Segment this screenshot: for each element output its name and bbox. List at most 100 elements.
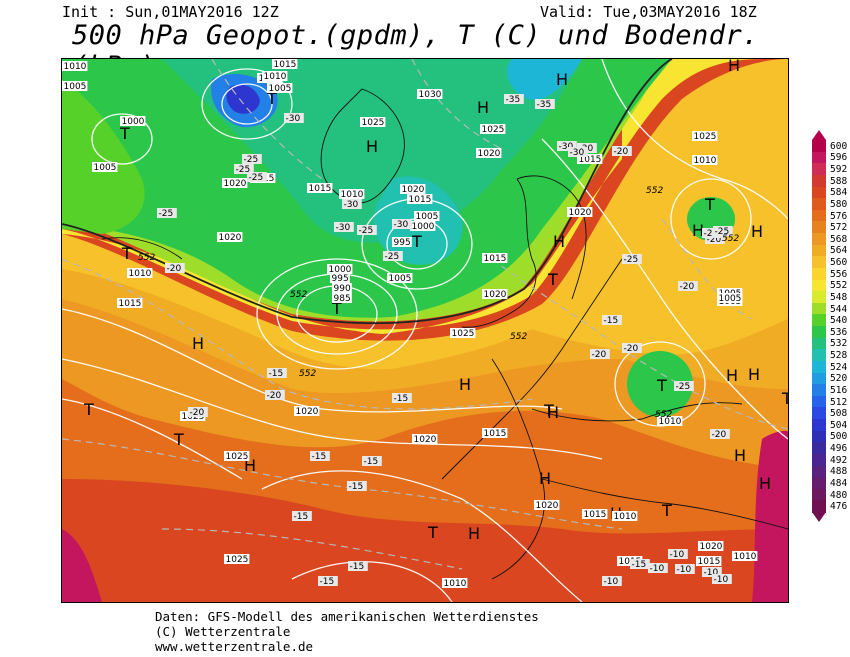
isobar-label: 1010 xyxy=(657,416,683,427)
svg-text:1025: 1025 xyxy=(226,555,249,565)
svg-text:-15: -15 xyxy=(312,452,327,462)
isotherm-label: -25 xyxy=(622,254,642,265)
svg-text:-25: -25 xyxy=(236,165,251,175)
isobar-label: 1020 xyxy=(567,207,593,218)
colorbar-segment xyxy=(812,407,826,420)
svg-text:1020: 1020 xyxy=(414,435,437,445)
isotherm-label: -10 xyxy=(602,576,622,587)
isotherm-label: -25 xyxy=(247,172,267,183)
colorbar-segment xyxy=(812,291,826,304)
colorbar-level-label: 584 xyxy=(830,187,848,199)
isobar-label: 1005 xyxy=(62,81,88,92)
colorbar-level-label: 528 xyxy=(830,350,848,362)
isobar-label: 1000 xyxy=(327,264,353,275)
svg-text:1025: 1025 xyxy=(452,329,475,339)
isotherm-label: -25 xyxy=(157,208,177,219)
svg-text:1015: 1015 xyxy=(484,429,507,439)
field-darkred-se xyxy=(752,430,788,602)
isotherm-label: -15 xyxy=(267,368,287,379)
colorbar-scale xyxy=(812,140,826,513)
svg-text:1005: 1005 xyxy=(389,274,412,284)
isotherm-label: -15 xyxy=(630,559,650,570)
svg-text:-20: -20 xyxy=(624,344,639,354)
svg-text:-25: -25 xyxy=(249,173,264,183)
svg-text:-10: -10 xyxy=(704,568,719,578)
isotherm-label: -20 xyxy=(590,349,610,360)
footer-copyright: (C) Wetterzentrale xyxy=(155,624,291,639)
low-pressure-marker: T xyxy=(656,376,667,395)
low-pressure-marker: T xyxy=(411,232,422,251)
svg-text:1020: 1020 xyxy=(402,185,425,195)
isobar-label: 1005 xyxy=(414,211,440,222)
colorbar-level-label: 512 xyxy=(830,396,848,408)
colorbar-level-label: 600 xyxy=(830,140,848,152)
isobar-label: 1015 xyxy=(696,556,722,567)
svg-text:1025: 1025 xyxy=(694,132,717,142)
isotherm-label: -15 xyxy=(348,561,368,572)
svg-text:-10: -10 xyxy=(650,564,665,574)
isotherm-label: -15 xyxy=(602,315,622,326)
high-pressure-marker: H xyxy=(692,221,704,240)
low-pressure-marker: T xyxy=(781,389,788,408)
isotherm-label: -15 xyxy=(347,481,367,492)
isobar-label: 1010 xyxy=(692,155,718,166)
colorbar-level-label: 588 xyxy=(830,175,848,187)
svg-text:-20: -20 xyxy=(592,350,607,360)
isobar-label: 1015 xyxy=(617,556,643,567)
colorbar-level-label: 564 xyxy=(830,245,848,257)
footer-website[interactable]: www.wetterzentrale.de xyxy=(155,639,314,654)
colorbar-level-label: 592 xyxy=(830,164,848,176)
isobar-label: 1015 xyxy=(117,298,143,309)
svg-text:985: 985 xyxy=(334,294,351,304)
isobar-label: 1020 xyxy=(400,184,426,195)
low-pressure-marker: T xyxy=(704,195,715,214)
geopotential-contour-label: 552 xyxy=(655,410,672,420)
svg-text:995: 995 xyxy=(332,274,349,284)
high-pressure-marker: H xyxy=(547,403,559,422)
high-pressure-marker: H xyxy=(748,365,760,384)
svg-text:-20: -20 xyxy=(614,147,629,157)
colorbar-segment xyxy=(812,477,826,490)
isotherm-label: -15 xyxy=(292,511,312,522)
geopotential-contour-label: 552 xyxy=(646,186,663,196)
colorbar-level-label: 560 xyxy=(830,257,848,269)
colorbar-segment xyxy=(812,488,826,501)
colorbar-segment xyxy=(812,442,826,455)
svg-text:-15: -15 xyxy=(269,369,284,379)
isotherm-label: -20 xyxy=(188,407,208,418)
svg-text:1030: 1030 xyxy=(419,90,442,100)
svg-text:1000: 1000 xyxy=(329,265,352,275)
weather-map[interactable]: HHHHHHHHHHHHHHHHHHTTTTTTTTTTTTTT 1010101… xyxy=(61,58,789,603)
colorbar-segment xyxy=(812,209,826,222)
colorbar-level-label: 492 xyxy=(830,454,848,466)
colorbar-segment xyxy=(812,395,826,408)
svg-text:-30: -30 xyxy=(394,220,409,230)
isotherm-label: -20 xyxy=(622,343,642,354)
isobar-label: 1010 xyxy=(339,189,365,200)
high-pressure-marker: H xyxy=(366,137,378,156)
high-pressure-marker: H xyxy=(751,222,763,241)
isobar-label: 1010 xyxy=(442,578,468,589)
svg-text:995: 995 xyxy=(394,238,411,248)
svg-text:-25: -25 xyxy=(359,226,374,236)
low-pressure-marker: T xyxy=(119,124,130,143)
field-sky xyxy=(507,59,582,100)
colorbar-level-label: 572 xyxy=(830,222,848,234)
isobar-label: 1000 xyxy=(410,221,436,232)
svg-text:1020: 1020 xyxy=(569,208,592,218)
svg-text:-15: -15 xyxy=(632,560,647,570)
svg-text:-30: -30 xyxy=(570,148,585,158)
svg-text:1000: 1000 xyxy=(122,117,145,127)
isobar-label: 1025 xyxy=(360,117,386,128)
colorbar-segment xyxy=(812,256,826,269)
svg-text:1020: 1020 xyxy=(219,233,242,243)
colorbar-segment xyxy=(812,140,826,153)
low-pressure-marker: T xyxy=(661,501,672,520)
colorbar-level-label: 480 xyxy=(830,489,848,501)
footer-credits: Daten: GFS-Modell des amerikanischen Wet… xyxy=(155,609,539,654)
svg-text:-30: -30 xyxy=(286,114,301,124)
colorbar-level-label: 548 xyxy=(830,291,848,303)
isobar-label: 1015 xyxy=(307,183,333,194)
field-lightorange xyxy=(62,169,788,469)
colorbar-level-label: 596 xyxy=(830,152,848,164)
